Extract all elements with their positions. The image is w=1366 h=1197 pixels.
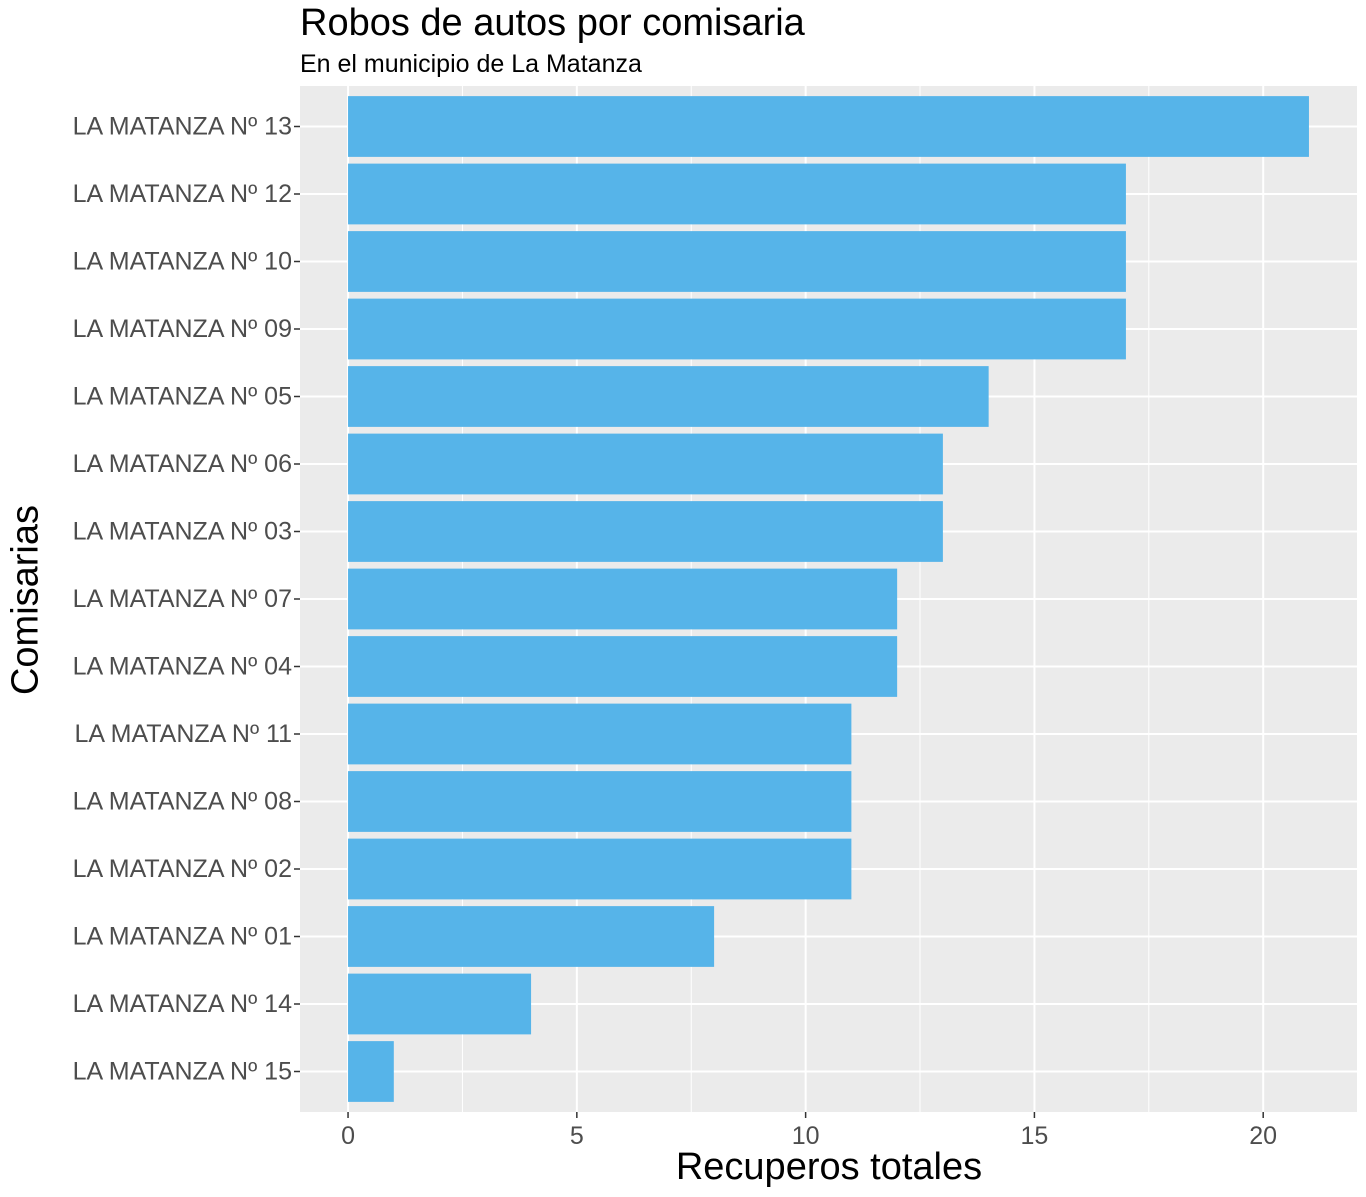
x-axis-title: Recuperos totales bbox=[675, 1146, 983, 1188]
x-tick-label: 15 bbox=[1021, 1122, 1049, 1150]
bar bbox=[348, 973, 532, 1035]
bar bbox=[348, 96, 1309, 157]
bar bbox=[348, 906, 715, 967]
bar bbox=[348, 501, 943, 562]
bar bbox=[348, 838, 852, 900]
y-tick-label: LA MATANZA Nº 13 bbox=[73, 113, 292, 141]
y-tick-label: LA MATANZA Nº 14 bbox=[73, 990, 292, 1018]
bar bbox=[348, 636, 898, 697]
bar bbox=[348, 298, 1126, 360]
bar bbox=[348, 231, 1126, 292]
x-tick-label: 10 bbox=[792, 1122, 820, 1150]
bar bbox=[348, 568, 898, 630]
y-tick-label: LA MATANZA Nº 09 bbox=[73, 315, 292, 343]
y-tick-label: LA MATANZA Nº 08 bbox=[73, 788, 292, 816]
y-tick-label: LA MATANZA Nº 05 bbox=[73, 383, 292, 411]
bar bbox=[348, 703, 852, 765]
y-tick-label: LA MATANZA Nº 03 bbox=[73, 518, 292, 546]
bar bbox=[348, 163, 1126, 225]
y-tick-label: LA MATANZA Nº 06 bbox=[73, 450, 292, 478]
chart-subtitle: En el municipio de La Matanza bbox=[300, 50, 642, 78]
y-axis-title: Comisarias bbox=[4, 504, 47, 696]
bar bbox=[348, 366, 989, 427]
y-tick-label: LA MATANZA Nº 10 bbox=[73, 248, 292, 276]
y-tick-label: LA MATANZA Nº 04 bbox=[73, 653, 292, 681]
x-tick-label: 20 bbox=[1249, 1122, 1277, 1150]
y-tick-label: LA MATANZA Nº 01 bbox=[73, 923, 292, 951]
y-tick-label: LA MATANZA Nº 12 bbox=[73, 180, 292, 208]
bar bbox=[348, 771, 852, 832]
y-tick-label: LA MATANZA Nº 11 bbox=[74, 720, 292, 748]
bar bbox=[348, 1041, 394, 1102]
y-tick-label: LA MATANZA Nº 02 bbox=[73, 855, 292, 883]
chart-title: Robos de autos por comisaria bbox=[300, 2, 805, 44]
y-tick-label: LA MATANZA Nº 15 bbox=[73, 1058, 292, 1086]
y-axis: LA MATANZA Nº 13 LA MATANZA Nº 12 LA MATAN… bbox=[73, 113, 300, 1086]
x-tick-label: 0 bbox=[341, 1122, 355, 1150]
x-axis: 0 5 10 15 20 bbox=[341, 1112, 1277, 1150]
x-tick-label: 5 bbox=[570, 1122, 584, 1150]
bars bbox=[348, 96, 1309, 1102]
y-tick-label: LA MATANZA Nº 07 bbox=[73, 585, 292, 613]
bar bbox=[348, 433, 943, 495]
